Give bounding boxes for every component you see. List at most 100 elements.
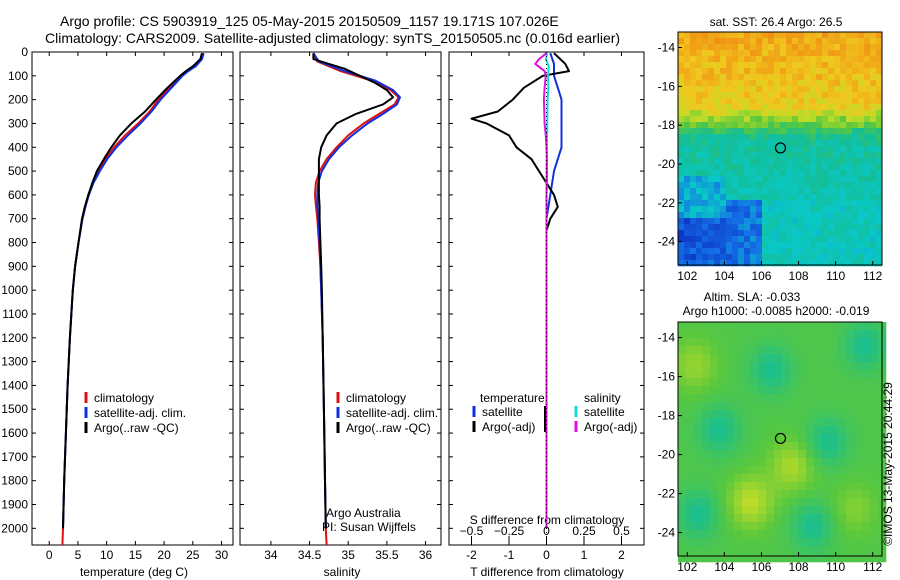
- sst-map-cell: [792, 188, 799, 195]
- sla-map-cell: [702, 370, 711, 379]
- sst-map-cell: [852, 110, 859, 117]
- sla-map-cell: [774, 386, 783, 395]
- sst-map-cell: [702, 92, 709, 99]
- sst-map-cell: [750, 242, 757, 249]
- sla-map-cell: [862, 466, 871, 475]
- sla-map-cell: [830, 426, 839, 435]
- header-line2: Climatology: CARS2009. Satellite-adjuste…: [45, 30, 620, 46]
- depth-tick-label: 1300: [1, 355, 28, 369]
- sst-map-cell: [768, 188, 775, 195]
- sla-map-cell: [782, 426, 791, 435]
- sla-map-cell: [862, 506, 871, 515]
- sla-map-cell: [854, 330, 863, 339]
- sla-map-cell: [726, 370, 735, 379]
- sla-map-cell: [750, 482, 759, 491]
- sst-map-cell: [744, 236, 751, 243]
- sla-map-cell: [830, 410, 839, 419]
- sst-map-cell: [726, 140, 733, 147]
- sst-map-cell: [774, 206, 781, 213]
- sla-map-cell: [686, 330, 695, 339]
- sla-map-cell: [870, 418, 879, 427]
- sla-map-cell: [718, 370, 727, 379]
- sst-map-cell: [876, 146, 883, 153]
- sst-map-cell: [750, 194, 757, 201]
- sla-map-cell: [678, 402, 687, 411]
- sst-map-cell: [768, 110, 775, 117]
- sst-map-cell: [870, 200, 877, 207]
- sst-map-cell: [696, 194, 703, 201]
- sst-map-cell: [786, 200, 793, 207]
- sst-map-cell: [702, 128, 709, 135]
- sst-map-cell: [876, 128, 883, 135]
- sst-map-cell: [744, 164, 751, 171]
- sst-map-cell: [714, 260, 721, 267]
- sla-map-cell: [822, 426, 831, 435]
- sst-map-cell: [816, 194, 823, 201]
- sst-map-cell: [870, 62, 877, 69]
- sst-map-cell: [720, 86, 727, 93]
- sst-map-cell: [762, 68, 769, 75]
- sla-map-cell: [838, 474, 847, 483]
- sla-map-cell: [782, 490, 791, 499]
- sst-map-cell: [678, 134, 685, 141]
- sst-map-cell: [678, 254, 685, 261]
- sst-map-cell: [720, 170, 727, 177]
- sla-map-cell: [734, 322, 743, 331]
- sla-map-cell: [838, 546, 847, 555]
- sst-map-cell: [816, 50, 823, 57]
- sst-map-cell: [792, 116, 799, 123]
- sla-map-cell: [870, 362, 879, 371]
- sst-map-cell: [756, 176, 763, 183]
- sst-map-cell: [816, 230, 823, 237]
- sla-map-cell: [694, 330, 703, 339]
- sst-map-cell: [828, 224, 835, 231]
- sla-map-cell: [822, 442, 831, 451]
- sst-map-cell: [714, 242, 721, 249]
- sst-map-cell: [822, 248, 829, 255]
- sla-map-cell: [678, 482, 687, 491]
- sla-map-cell: [710, 354, 719, 363]
- sst-map-cell: [822, 32, 829, 39]
- sst-map-cell: [846, 134, 853, 141]
- depth-tick-label: 0: [21, 45, 28, 59]
- sst-map-cell: [708, 104, 715, 111]
- sst-map-cell: [744, 140, 751, 147]
- sla-map-cell: [774, 338, 783, 347]
- sla-map-cell: [678, 506, 687, 515]
- sla-map-cell: [822, 362, 831, 371]
- sst-map-cell: [816, 74, 823, 81]
- sla-map-cell: [678, 546, 687, 555]
- legend-entry: Argo(..raw -QC): [94, 421, 179, 435]
- sst-map-cell: [780, 182, 787, 189]
- sst-map-cell: [732, 230, 739, 237]
- sst-map-cell: [828, 44, 835, 51]
- sla-map-cell: [798, 338, 807, 347]
- sst-map-cell: [840, 50, 847, 57]
- sst-map-cell: [750, 122, 757, 129]
- sst-map-cell: [852, 218, 859, 225]
- sst-map-cell: [828, 86, 835, 93]
- sst-map-cell: [684, 230, 691, 237]
- sst-map-cell: [792, 140, 799, 147]
- sst-map-cell: [816, 146, 823, 153]
- sst-map-cell: [750, 218, 757, 225]
- sst-map-cell: [762, 158, 769, 165]
- sst-map-cell: [714, 194, 721, 201]
- sla-map-cell: [726, 546, 735, 555]
- sla-map-cell: [710, 482, 719, 491]
- sst-map-cell: [870, 134, 877, 141]
- sla-map-cell: [806, 426, 815, 435]
- sst-map-cell: [750, 134, 757, 141]
- sst-map-cell: [774, 50, 781, 57]
- sst-map-cell: [840, 128, 847, 135]
- sla-map-cell: [750, 538, 759, 547]
- sst-map-cell: [804, 122, 811, 129]
- sla-map-cell: [758, 410, 767, 419]
- sst-map-cell: [696, 206, 703, 213]
- sst-map-cell: [816, 110, 823, 117]
- sla-map-cell: [862, 450, 871, 459]
- sla-map-cell: [710, 474, 719, 483]
- sla-map-cell: [710, 386, 719, 395]
- sst-map-cell: [684, 38, 691, 45]
- sst-map-cell: [762, 80, 769, 87]
